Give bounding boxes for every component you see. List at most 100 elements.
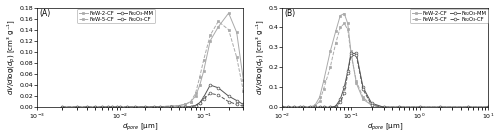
FeW-5-CF bbox=[240, 90, 246, 91]
FeW-5-CF bbox=[182, 104, 188, 105]
FeW-2-CF bbox=[438, 106, 444, 108]
Fe₂O₃-MM bbox=[74, 106, 80, 108]
FeW-2-CF bbox=[234, 32, 239, 33]
Fe₂O₃-CF bbox=[416, 106, 422, 108]
FeW-5-CF bbox=[341, 23, 347, 24]
Fe₂O₃-MM bbox=[142, 106, 148, 108]
Fe₂O₃-CF bbox=[182, 106, 188, 108]
Fe₂O₃-CF bbox=[368, 104, 374, 106]
Fe₂O₃-CF bbox=[345, 72, 351, 74]
Fe₂O₃-MM bbox=[345, 70, 351, 72]
Fe₂O₃-MM bbox=[150, 106, 156, 108]
FeW-5-CF bbox=[104, 106, 110, 108]
FeW-5-CF bbox=[197, 76, 203, 78]
Line: FeW-5-CF: FeW-5-CF bbox=[61, 20, 244, 109]
FeW-5-CF bbox=[114, 106, 119, 108]
FeW-2-CF bbox=[132, 106, 138, 107]
FeW-2-CF bbox=[142, 106, 148, 107]
Fe₂O₃-MM bbox=[182, 106, 188, 108]
Fe₂O₃-MM bbox=[327, 106, 333, 108]
FeW-5-CF bbox=[306, 106, 312, 108]
FeW-2-CF bbox=[215, 26, 221, 28]
FeW-2-CF bbox=[306, 106, 312, 108]
FeW-5-CF bbox=[74, 106, 80, 108]
Fe₂O₃-CF bbox=[240, 105, 246, 107]
Fe₂O₃-CF bbox=[338, 101, 344, 103]
FeW-5-CF bbox=[345, 29, 351, 30]
Fe₂O₃-CF bbox=[197, 102, 203, 104]
FeW-5-CF bbox=[348, 53, 354, 54]
FeW-5-CF bbox=[316, 100, 322, 102]
Fe₂O₃-CF bbox=[92, 106, 98, 108]
Fe₂O₃-CF bbox=[320, 106, 326, 108]
Fe₂O₃-CF bbox=[486, 106, 492, 108]
FeW-5-CF bbox=[438, 106, 444, 108]
Fe₂O₃-MM bbox=[292, 106, 298, 108]
Fe₂O₃-CF bbox=[124, 106, 130, 108]
X-axis label: $d_{pore}$ [μm]: $d_{pore}$ [μm] bbox=[367, 122, 404, 133]
Fe₂O₃-MM bbox=[354, 53, 360, 54]
Fe₂O₃-CF bbox=[215, 94, 221, 96]
Fe₂O₃-CF bbox=[348, 54, 354, 56]
Fe₂O₃-MM bbox=[320, 106, 326, 108]
Fe₂O₃-MM bbox=[341, 86, 347, 88]
Y-axis label: $dV/d$log$(d_p)$ [cm³ g⁻¹]: $dV/d$log$(d_p)$ [cm³ g⁻¹] bbox=[254, 19, 267, 95]
Line: Fe₂O₃-MM: Fe₂O₃-MM bbox=[61, 84, 244, 109]
FeW-2-CF bbox=[99, 106, 105, 108]
Fe₂O₃-MM bbox=[332, 105, 338, 107]
FeW-5-CF bbox=[396, 106, 402, 108]
FeW-2-CF bbox=[168, 105, 173, 107]
FeW-5-CF bbox=[99, 106, 105, 108]
Fe₂O₃-MM bbox=[380, 106, 386, 108]
Fe₂O₃-MM bbox=[486, 106, 492, 108]
FeW-2-CF bbox=[332, 31, 338, 32]
Line: Fe₂O₃-CF: Fe₂O₃-CF bbox=[281, 54, 490, 109]
FeW-2-CF bbox=[240, 79, 246, 80]
Fe₂O₃-CF bbox=[84, 106, 90, 108]
FeW-5-CF bbox=[84, 106, 90, 108]
Y-axis label: $dV/d$log$(d_p)$ [cm³ g⁻¹]: $dV/d$log$(d_p)$ [cm³ g⁻¹] bbox=[6, 19, 18, 95]
FeW-5-CF bbox=[320, 88, 326, 90]
FeW-5-CF bbox=[168, 105, 173, 107]
FeW-2-CF bbox=[345, 23, 351, 24]
Fe₂O₃-MM bbox=[118, 106, 124, 108]
Fe₂O₃-MM bbox=[348, 53, 354, 54]
FeW-5-CF bbox=[226, 29, 232, 31]
Line: Fe₂O₃-MM: Fe₂O₃-MM bbox=[281, 52, 490, 109]
FeW-2-CF bbox=[338, 15, 344, 16]
FeW-2-CF bbox=[416, 106, 422, 108]
FeW-2-CF bbox=[176, 105, 182, 106]
FeW-5-CF bbox=[60, 106, 66, 108]
FeW-2-CF bbox=[207, 40, 213, 42]
Fe₂O₃-MM bbox=[240, 104, 246, 105]
FeW-5-CF bbox=[354, 80, 360, 82]
Legend: FeW-2-CF, FeW-5-CF, Fe₂O₃-MM, Fe₂O₃-CF: FeW-2-CF, FeW-5-CF, Fe₂O₃-MM, Fe₂O₃-CF bbox=[410, 9, 488, 23]
Fe₂O₃-CF bbox=[200, 98, 206, 100]
FeW-5-CF bbox=[192, 93, 198, 94]
FeW-5-CF bbox=[312, 105, 318, 107]
FeW-2-CF bbox=[341, 13, 347, 14]
FeW-2-CF bbox=[92, 106, 98, 108]
FeW-2-CF bbox=[74, 106, 80, 108]
Fe₂O₃-CF bbox=[234, 104, 239, 105]
Fe₂O₃-MM bbox=[368, 102, 374, 104]
FeW-5-CF bbox=[368, 104, 374, 106]
Fe₂O₃-MM bbox=[300, 106, 306, 108]
Fe₂O₃-MM bbox=[396, 106, 402, 108]
FeW-5-CF bbox=[234, 57, 239, 58]
FeW-2-CF bbox=[312, 104, 318, 106]
Fe₂O₃-MM bbox=[207, 84, 213, 86]
Fe₂O₃-CF bbox=[396, 106, 402, 108]
FeW-2-CF bbox=[360, 98, 366, 100]
Fe₂O₃-MM bbox=[338, 98, 344, 100]
Fe₂O₃-MM bbox=[132, 106, 138, 108]
FeW-2-CF bbox=[110, 106, 116, 108]
FeW-2-CF bbox=[60, 106, 66, 108]
Fe₂O₃-CF bbox=[332, 106, 338, 107]
Fe₂O₃-CF bbox=[464, 106, 470, 108]
Fe₂O₃-CF bbox=[110, 106, 116, 108]
Fe₂O₃-MM bbox=[192, 105, 198, 106]
Fe₂O₃-MM bbox=[84, 106, 90, 108]
Text: (B): (B) bbox=[284, 9, 296, 18]
Fe₂O₃-CF bbox=[150, 106, 156, 108]
